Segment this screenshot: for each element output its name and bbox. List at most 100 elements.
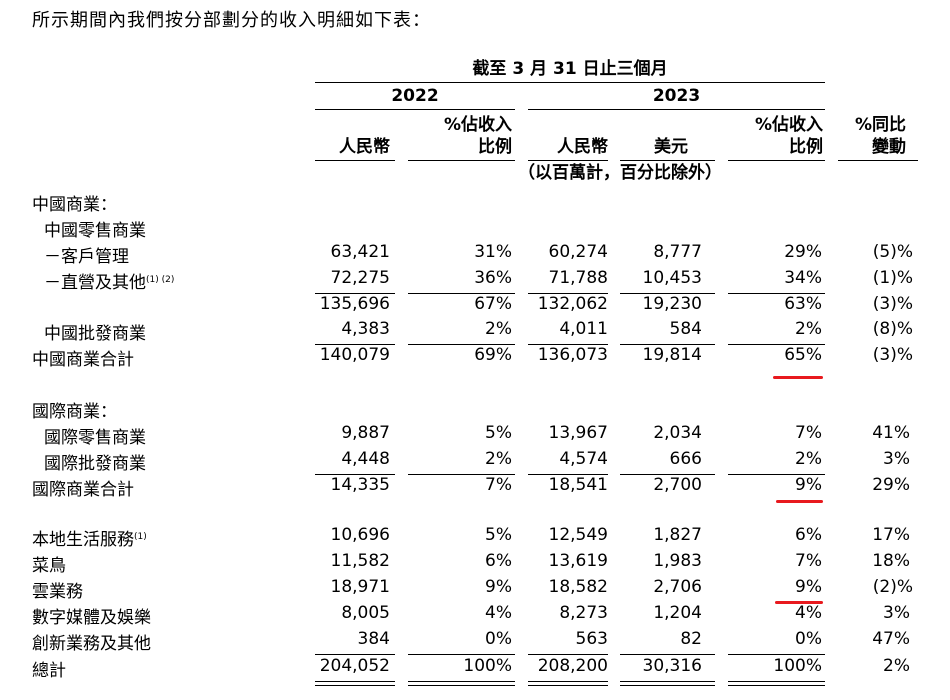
cell-yoy: (3)%	[872, 345, 913, 365]
total-rule	[728, 474, 825, 475]
year-2022-header: 2022	[391, 86, 439, 106]
table-row: 創新業務及其他 384 0% 563 82 0% 47%	[0, 629, 950, 655]
highlight-underline	[775, 601, 823, 604]
subtotal-rule	[528, 293, 608, 294]
col-rmb-2023-header: 人民幣	[557, 137, 608, 157]
row-label: －直營及其他(1) (2)	[44, 273, 175, 293]
row-label: 數字媒體及娛樂	[32, 608, 151, 628]
total-rule	[315, 344, 395, 345]
intro-text: 所示期間內我們按分部劃分的收入明細如下表：	[32, 10, 431, 31]
cell-pct-2022: 2%	[485, 319, 512, 339]
table-row: 中國商業合計 140,079 69% 136,073 19,814 65% (3…	[0, 345, 950, 371]
cell-rmb-2022: 384	[357, 629, 390, 649]
row-label: 雲業務	[32, 582, 83, 602]
grand-total-double-rule	[528, 681, 608, 686]
cell-usd-2023: 82	[680, 629, 702, 649]
grand-total-rule	[315, 654, 395, 655]
cell-pct-2022: 31%	[474, 242, 512, 262]
table-row: 本地生活服務(1) 10,696 5% 12,549 1,827 6% 17%	[0, 525, 950, 551]
cell-pct-2023: 7%	[795, 423, 822, 443]
cell-rmb-2022: 140,079	[319, 345, 390, 365]
cell-pct-2022: 2%	[485, 449, 512, 469]
cell-pct-2022: 69%	[474, 345, 512, 365]
cell-pct-2023: 29%	[784, 242, 822, 262]
row-label: 創新業務及其他	[32, 634, 151, 654]
cell-rmb-2023: 4,574	[559, 449, 608, 469]
cell-yoy: (5)%	[872, 242, 913, 262]
subtotal-rule	[315, 293, 395, 294]
col-header-rule	[408, 160, 515, 161]
subtotal-rule	[728, 293, 825, 294]
cell-rmb-2023: 71,788	[548, 268, 608, 288]
cell-yoy: (2)%	[872, 577, 913, 597]
cell-pct-2022: 5%	[485, 525, 512, 545]
row-label: 國際商業合計	[32, 480, 134, 500]
cell-usd-2023: 19,230	[642, 294, 702, 314]
row-label: －客戶管理	[44, 247, 129, 267]
total-rule	[620, 474, 715, 475]
cell-usd-2023: 10,453	[642, 268, 702, 288]
grand-total-rule	[728, 654, 825, 655]
cell-usd-2023: 19,814	[642, 345, 702, 365]
col-header-rule	[528, 160, 608, 161]
cell-usd-2023: 2,706	[653, 577, 702, 597]
cell-rmb-2023: 13,967	[548, 423, 608, 443]
cell-rmb-2022: 72,275	[330, 268, 390, 288]
cell-yoy: 29%	[872, 475, 910, 495]
cell-rmb-2022: 63,421	[330, 242, 390, 262]
cell-usd-2023: 30,316	[642, 656, 702, 676]
cell-rmb-2022: 4,448	[341, 449, 390, 469]
cell-usd-2023: 1,204	[653, 603, 702, 623]
col-pct-2022-header-l1: %佔收入	[443, 115, 512, 135]
cell-yoy: (1)%	[872, 268, 913, 288]
cell-yoy: 18%	[872, 551, 910, 571]
year-2023-header: 2023	[652, 86, 701, 106]
total-rule	[408, 344, 515, 345]
grand-total-rule	[408, 654, 515, 655]
total-rule	[528, 344, 608, 345]
cell-pct-2022: 6%	[485, 551, 512, 571]
row-label: 國際批發商業	[44, 454, 146, 474]
grand-total-rule	[620, 654, 715, 655]
cell-rmb-2023: 12,549	[548, 525, 608, 545]
row-label: 國際零售商業	[44, 428, 146, 448]
col-header-rule	[315, 160, 395, 161]
cell-pct-2023: 9%	[795, 577, 822, 597]
grand-total-rule	[528, 654, 608, 655]
cell-usd-2023: 8,777	[653, 242, 702, 262]
highlight-underline	[776, 500, 823, 503]
row-label: 菜鳥	[32, 556, 66, 576]
cell-pct-2023: 2%	[795, 449, 822, 469]
table-row-total: 總計 204,052 100% 208,200 30,316 100% 2%	[0, 656, 950, 682]
col-header-rule	[620, 160, 715, 161]
total-rule	[408, 474, 515, 475]
cell-yoy: 47%	[872, 629, 910, 649]
cell-rmb-2023: 60,274	[548, 242, 608, 262]
cell-yoy: 41%	[872, 423, 910, 443]
cell-pct-2023: 4%	[795, 603, 822, 623]
highlight-underline	[773, 376, 823, 379]
row-label: 中國批發商業	[44, 324, 146, 344]
cell-rmb-2022: 4,383	[341, 319, 390, 339]
cell-rmb-2022: 11,582	[330, 551, 390, 571]
cell-pct-2022: 67%	[474, 294, 512, 314]
cell-yoy: 17%	[872, 525, 910, 545]
period-header: 截至 3 月 31 日止三個月	[472, 59, 668, 79]
cell-rmb-2022: 14,335	[330, 475, 390, 495]
row-label: 本地生活服務(1)	[32, 530, 147, 550]
cell-rmb-2023: 18,582	[548, 577, 608, 597]
cell-usd-2023: 2,700	[653, 475, 702, 495]
cell-pct-2023: 2%	[795, 319, 822, 339]
cell-pct-2023: 9%	[795, 475, 822, 495]
row-label: 中國零售商業	[44, 221, 146, 241]
cell-rmb-2022: 18,971	[330, 577, 390, 597]
table-row: 中國零售商業	[0, 216, 950, 242]
cell-rmb-2022: 204,052	[319, 656, 390, 676]
cell-pct-2022: 9%	[485, 577, 512, 597]
footnote-marker: (1) (2)	[146, 275, 175, 285]
cell-yoy: 3%	[883, 603, 910, 623]
cell-pct-2023: 65%	[784, 345, 822, 365]
row-label: 中國商業合計	[32, 350, 134, 370]
table-row: 中國商業：	[0, 190, 950, 216]
total-rule	[528, 474, 608, 475]
